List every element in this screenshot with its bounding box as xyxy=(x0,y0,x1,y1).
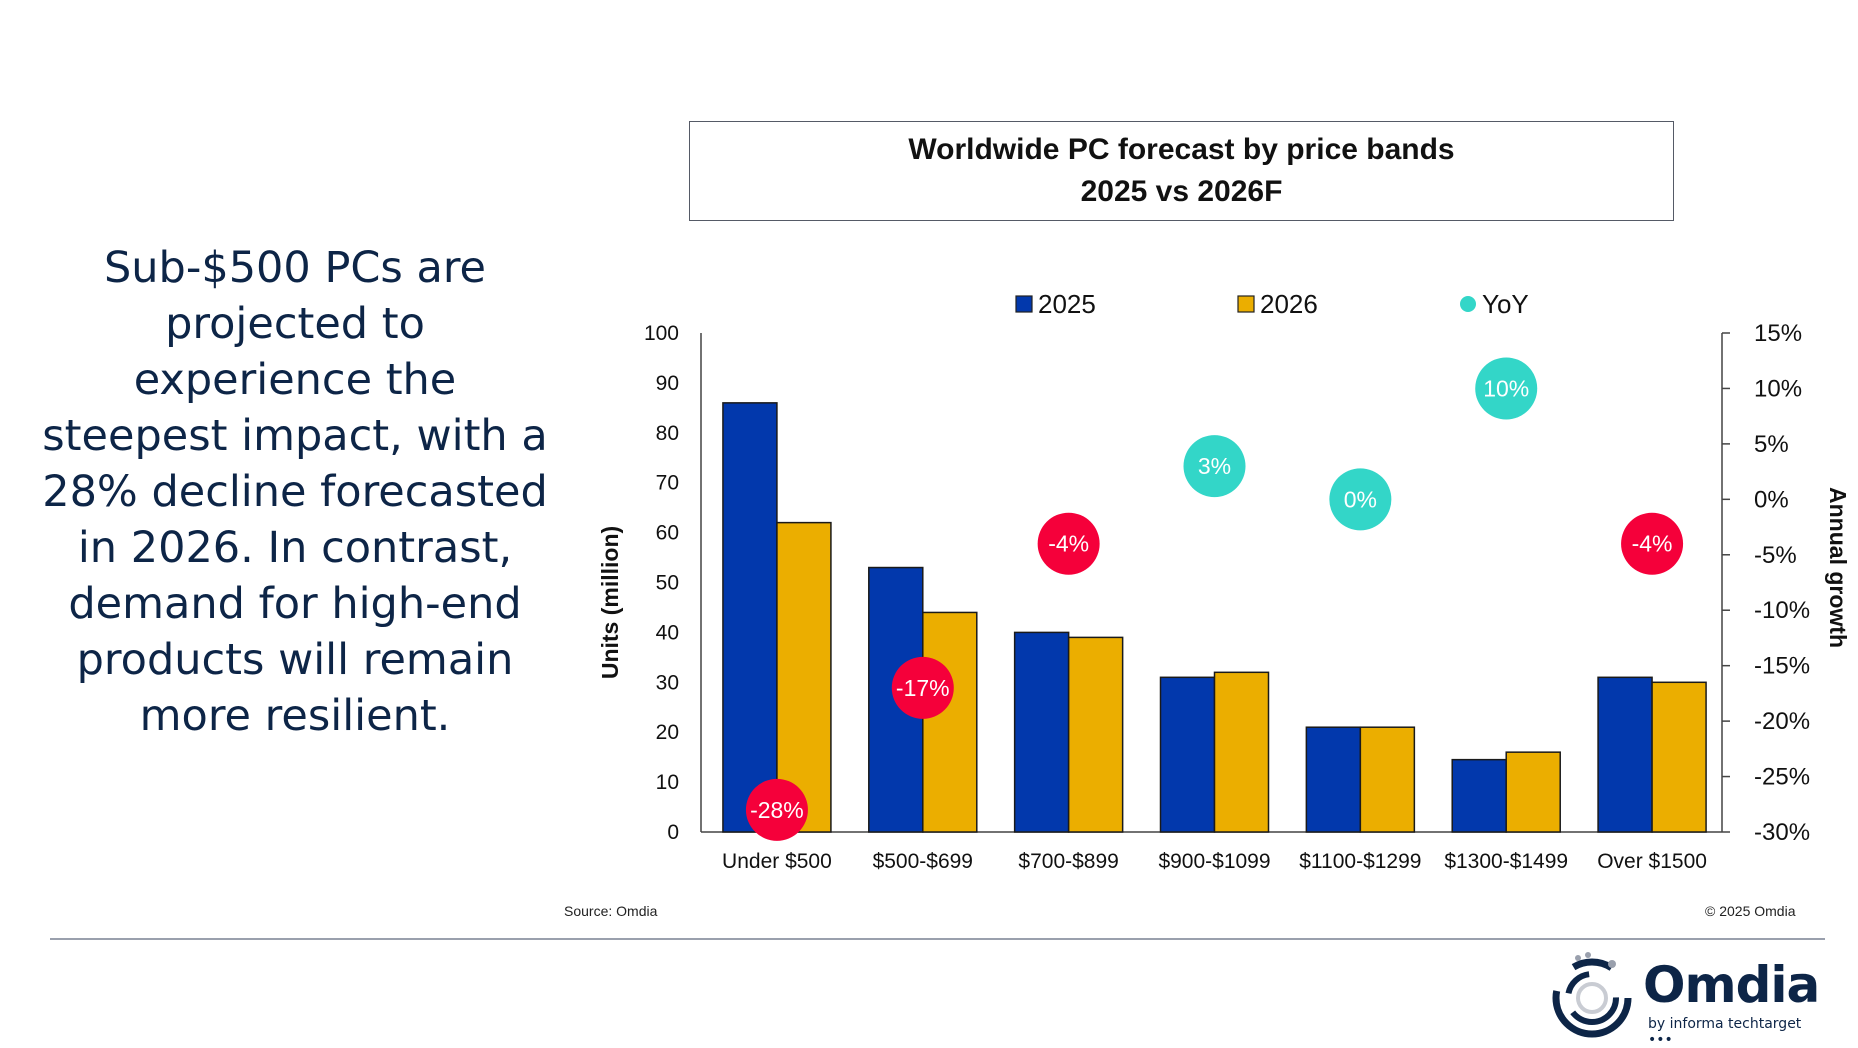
y-tick-label: 40 xyxy=(656,621,679,644)
headline-line: 28% decline forecasted xyxy=(42,467,548,517)
y2-tick-label: -20% xyxy=(1754,708,1810,735)
headline-text: Sub-$500 PCs are projected to experience t… xyxy=(20,240,570,744)
y-tick-label: 10 xyxy=(656,771,679,794)
yoy-bubble xyxy=(1475,357,1538,420)
omdia-logo-tagline: by informa techtarget ••• xyxy=(1648,1016,1802,1048)
legend-marker-2026 xyxy=(1237,295,1255,313)
bar-2025 xyxy=(722,402,778,833)
chart-title-box: Worldwide PC forecast by price bands 202… xyxy=(689,121,1674,221)
omdia-logo: Omdia by informa techtarget ••• xyxy=(1548,950,1828,1048)
bar-2026 xyxy=(1359,726,1416,833)
y-tick-label: 100 xyxy=(644,322,679,345)
bar-2026 xyxy=(1651,681,1707,833)
y-tick-label: 50 xyxy=(656,572,679,595)
bar-2026 xyxy=(1213,671,1270,833)
category-label: $1100-$1299 xyxy=(1299,850,1421,873)
y-tick-label: 20 xyxy=(656,721,679,744)
legend-label: 2025 xyxy=(1038,289,1096,319)
yoy-bubble xyxy=(891,656,954,719)
y2-tick-label: 10% xyxy=(1754,375,1802,402)
yoy-label: -17% xyxy=(896,675,950,701)
chart-title: Worldwide PC forecast by price bands xyxy=(908,133,1455,166)
y2-tick-label: 5% xyxy=(1754,431,1789,458)
category-label: $700-$899 xyxy=(1018,850,1118,873)
category-label: Over $1500 xyxy=(1597,850,1707,873)
category-label: $900-$1099 xyxy=(1158,850,1270,873)
y2-tick-label: -15% xyxy=(1754,653,1810,680)
y2-tick-label: -10% xyxy=(1754,597,1810,624)
headline-line: demand for high-end xyxy=(68,579,522,629)
y-tick-label: 80 xyxy=(656,422,679,445)
y2-tick-label: -25% xyxy=(1754,764,1810,791)
y2-tick-label: -30% xyxy=(1754,819,1810,846)
yoy-bubble xyxy=(1329,468,1392,531)
legend-label: YoY xyxy=(1482,289,1529,319)
y-tick-label: 0 xyxy=(667,821,679,844)
yoy-label: -4% xyxy=(1632,531,1673,557)
yoy-bubble xyxy=(745,778,808,841)
bar-2025 xyxy=(1451,758,1507,833)
bar-2025 xyxy=(1597,676,1653,833)
y2-tick-label: 15% xyxy=(1754,320,1802,347)
source-note: Source: Omdia xyxy=(564,903,658,919)
y2-tick-label: 0% xyxy=(1754,486,1789,513)
legend-marker-2025 xyxy=(1015,295,1033,313)
bar-2026 xyxy=(1067,636,1124,833)
category-label: $1300-$1499 xyxy=(1444,850,1568,873)
y-axis-title: Units (million) xyxy=(597,526,623,679)
yoy-label: 0% xyxy=(1344,486,1377,512)
y-tick-label: 90 xyxy=(656,372,679,395)
yoy-label: -28% xyxy=(750,797,804,823)
headline-line: projected to xyxy=(165,299,425,349)
omdia-logo-word: Omdia xyxy=(1643,956,1820,1014)
y2-tick-label: -5% xyxy=(1754,542,1797,569)
chart-subtitle: 2025 vs 2026F xyxy=(1080,175,1283,208)
y-tick-label: 70 xyxy=(656,472,679,495)
yoy-label: -4% xyxy=(1048,531,1089,557)
headline-line: Sub-$500 PCs are xyxy=(103,243,487,293)
y-tick-label: 60 xyxy=(656,522,679,545)
category-label: Under $500 xyxy=(722,850,832,873)
bar-2026 xyxy=(922,611,978,833)
footer-divider xyxy=(50,938,1825,940)
y-tick-label: 30 xyxy=(656,671,679,694)
yoy-label: 3% xyxy=(1198,453,1231,479)
copyright-note: © 2025 Omdia xyxy=(1705,903,1796,919)
legend-label: 2026 xyxy=(1260,289,1318,319)
headline-line: steepest impact, with a xyxy=(42,411,548,461)
yoy-bubble xyxy=(1621,512,1684,575)
y2-axis-title: Annual growth xyxy=(1825,487,1851,648)
category-label: $500-$699 xyxy=(873,850,973,873)
yoy-bubble xyxy=(1183,435,1246,498)
bar-2025 xyxy=(1305,726,1362,833)
bar-2025 xyxy=(1013,631,1070,833)
omdia-logo-icon xyxy=(1552,952,1632,1038)
yoy-label: 10% xyxy=(1483,375,1529,401)
headline-line: products will remain xyxy=(76,635,514,685)
yoy-bubble xyxy=(1037,512,1100,575)
headline-line: in 2026. In contrast, xyxy=(77,523,513,573)
headline-line: experience the xyxy=(133,355,457,405)
headline-line: more resilient. xyxy=(139,691,451,741)
bar-2026 xyxy=(1505,751,1561,833)
legend-marker-YoY xyxy=(1460,296,1476,312)
bar-2025 xyxy=(1159,676,1216,833)
